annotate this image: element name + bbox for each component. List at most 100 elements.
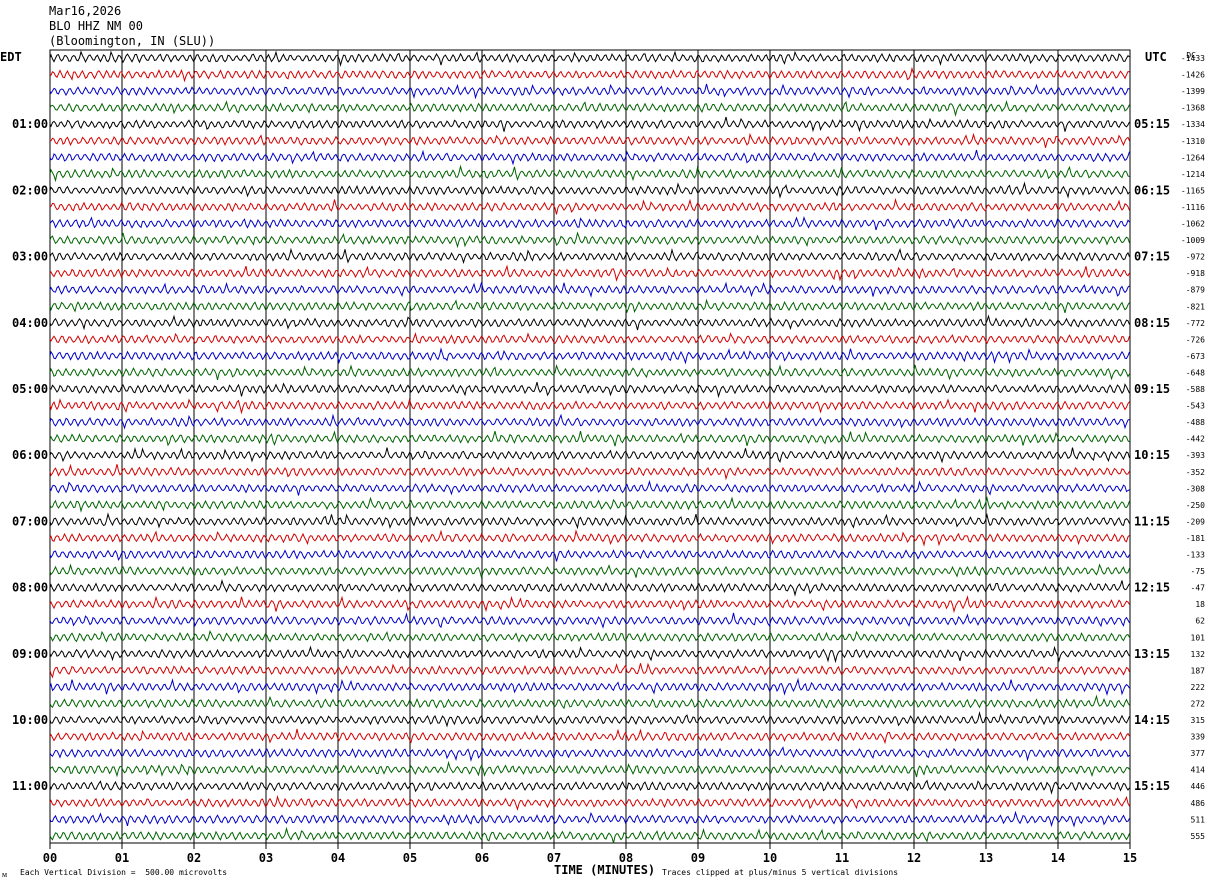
seismic-trace [49,216,1130,231]
edt-hour-label: 09:00 [12,647,48,661]
station-code: BLO HHZ NM 00 [49,19,143,33]
dc-offset-label: 446 [1191,782,1206,791]
seismic-trace [49,630,1130,643]
dc-offset-label: -1433 [1181,54,1205,63]
seismic-trace [49,298,1130,314]
seismic-trace [49,810,1130,828]
dc-offset-label: -726 [1186,335,1205,344]
plot-frame [49,49,1131,844]
seismic-trace [49,662,1130,679]
seismic-trace [50,132,1130,148]
dc-offset-label: -308 [1186,484,1205,493]
dc-offset-label: -588 [1186,385,1205,394]
seismic-trace [49,116,1130,133]
seismic-trace [49,711,1130,728]
seismic-trace [49,99,1130,117]
seismic-trace [49,496,1130,513]
seismic-trace [49,677,1130,696]
edt-hour-label: 06:00 [12,448,48,462]
x-tick-label: 07 [547,851,561,865]
seismic-trace [49,66,1130,83]
dc-offset-label: -1334 [1181,120,1205,129]
x-tick-label: 03 [259,851,273,865]
dc-offset-label: 315 [1191,716,1206,725]
dc-offset-label: -442 [1186,435,1205,444]
dc-offset-label: 414 [1191,766,1206,775]
seismic-trace [49,746,1130,763]
utc-hour-label: 10:15 [1134,448,1170,462]
dc-offset-label: -972 [1186,253,1205,262]
dc-offset-label: -1214 [1181,170,1205,179]
edt-hour-label: 03:00 [12,250,48,264]
dc-offset-label: 339 [1191,733,1206,742]
seismic-trace [49,479,1130,496]
dc-offset-label: -543 [1186,402,1205,411]
x-tick-label: 08 [619,851,633,865]
seismic-trace [49,728,1130,745]
edt-axis-title: EDT [0,50,22,64]
dc-offset-label: -393 [1186,451,1205,460]
dc-offset-label: 132 [1191,650,1206,659]
utc-hour-label: 08:15 [1134,316,1170,330]
dc-offset-label: -488 [1186,418,1205,427]
x-axis-label: TIME (MINUTES) [554,863,656,877]
scale-note: Each Vertical Division = 500.00 microvol… [20,868,228,877]
seismic-trace [49,826,1130,844]
dc-offset-label: -1062 [1181,220,1205,229]
dc-offset-label: -47 [1191,584,1206,593]
seismic-trace [49,779,1130,795]
seismic-trace [49,549,1130,562]
seismic-trace [49,463,1130,481]
seismic-trace [49,579,1130,597]
dc-column-title: DC [1186,51,1196,60]
edt-hour-label: 11:00 [12,779,48,793]
dc-offset-label: -879 [1186,286,1205,295]
dc-offset-label: -1165 [1181,186,1205,195]
edt-hour-label: 07:00 [12,514,48,528]
seismic-trace [49,281,1130,298]
dc-offset-label: 222 [1191,683,1206,692]
seismic-trace [49,181,1130,199]
seismic-trace [49,563,1130,580]
seismic-trace [49,413,1130,430]
edt-hour-label: 10:00 [12,713,48,727]
dc-offset-label: -1116 [1181,203,1205,212]
dc-offset-label: 377 [1191,749,1206,758]
dc-offset-label: -133 [1186,551,1205,560]
utc-hour-label: 12:15 [1134,581,1170,595]
x-tick-label: 15 [1123,851,1137,865]
x-tick-label: 00 [43,851,57,865]
seismic-trace [49,197,1130,215]
x-tick-label: 01 [115,851,129,865]
dc-offset-label: -648 [1186,368,1205,377]
x-tick-label: 09 [691,851,705,865]
x-tick-label: 02 [187,851,201,865]
dc-offset-label: -250 [1186,501,1205,510]
dc-offset-label: 486 [1191,799,1206,808]
station-location: (Bloomington, IN (SLU)) [49,34,216,48]
dc-offset-label: -1310 [1181,137,1205,146]
utc-hour-label: 14:15 [1134,713,1170,727]
x-tick-label: 14 [1051,851,1065,865]
seismic-trace [49,529,1130,547]
seismic-trace [49,795,1130,811]
utc-hour-label: 13:15 [1134,647,1170,661]
dc-offset-label: -209 [1186,517,1205,526]
dc-offset-label: -1009 [1181,236,1205,245]
utc-hour-label: 11:15 [1134,514,1170,528]
x-tick-label: 12 [907,851,921,865]
dc-offset-label: 18 [1195,600,1205,609]
utc-hour-label: 15:15 [1134,779,1170,793]
dc-offset-label: 511 [1191,815,1206,824]
seismic-trace [49,363,1130,381]
dc-offset-label: -673 [1186,352,1205,361]
x-tick-label: 05 [403,851,417,865]
utc-axis-title: UTC [1145,50,1167,64]
edt-hour-label: 05:00 [12,382,48,396]
dc-offset-label: -75 [1191,567,1206,576]
dc-offset-label: -352 [1186,468,1205,477]
seismic-trace [49,612,1130,629]
edt-hour-label: 01:00 [12,117,48,131]
x-tick-label: 04 [331,851,345,865]
